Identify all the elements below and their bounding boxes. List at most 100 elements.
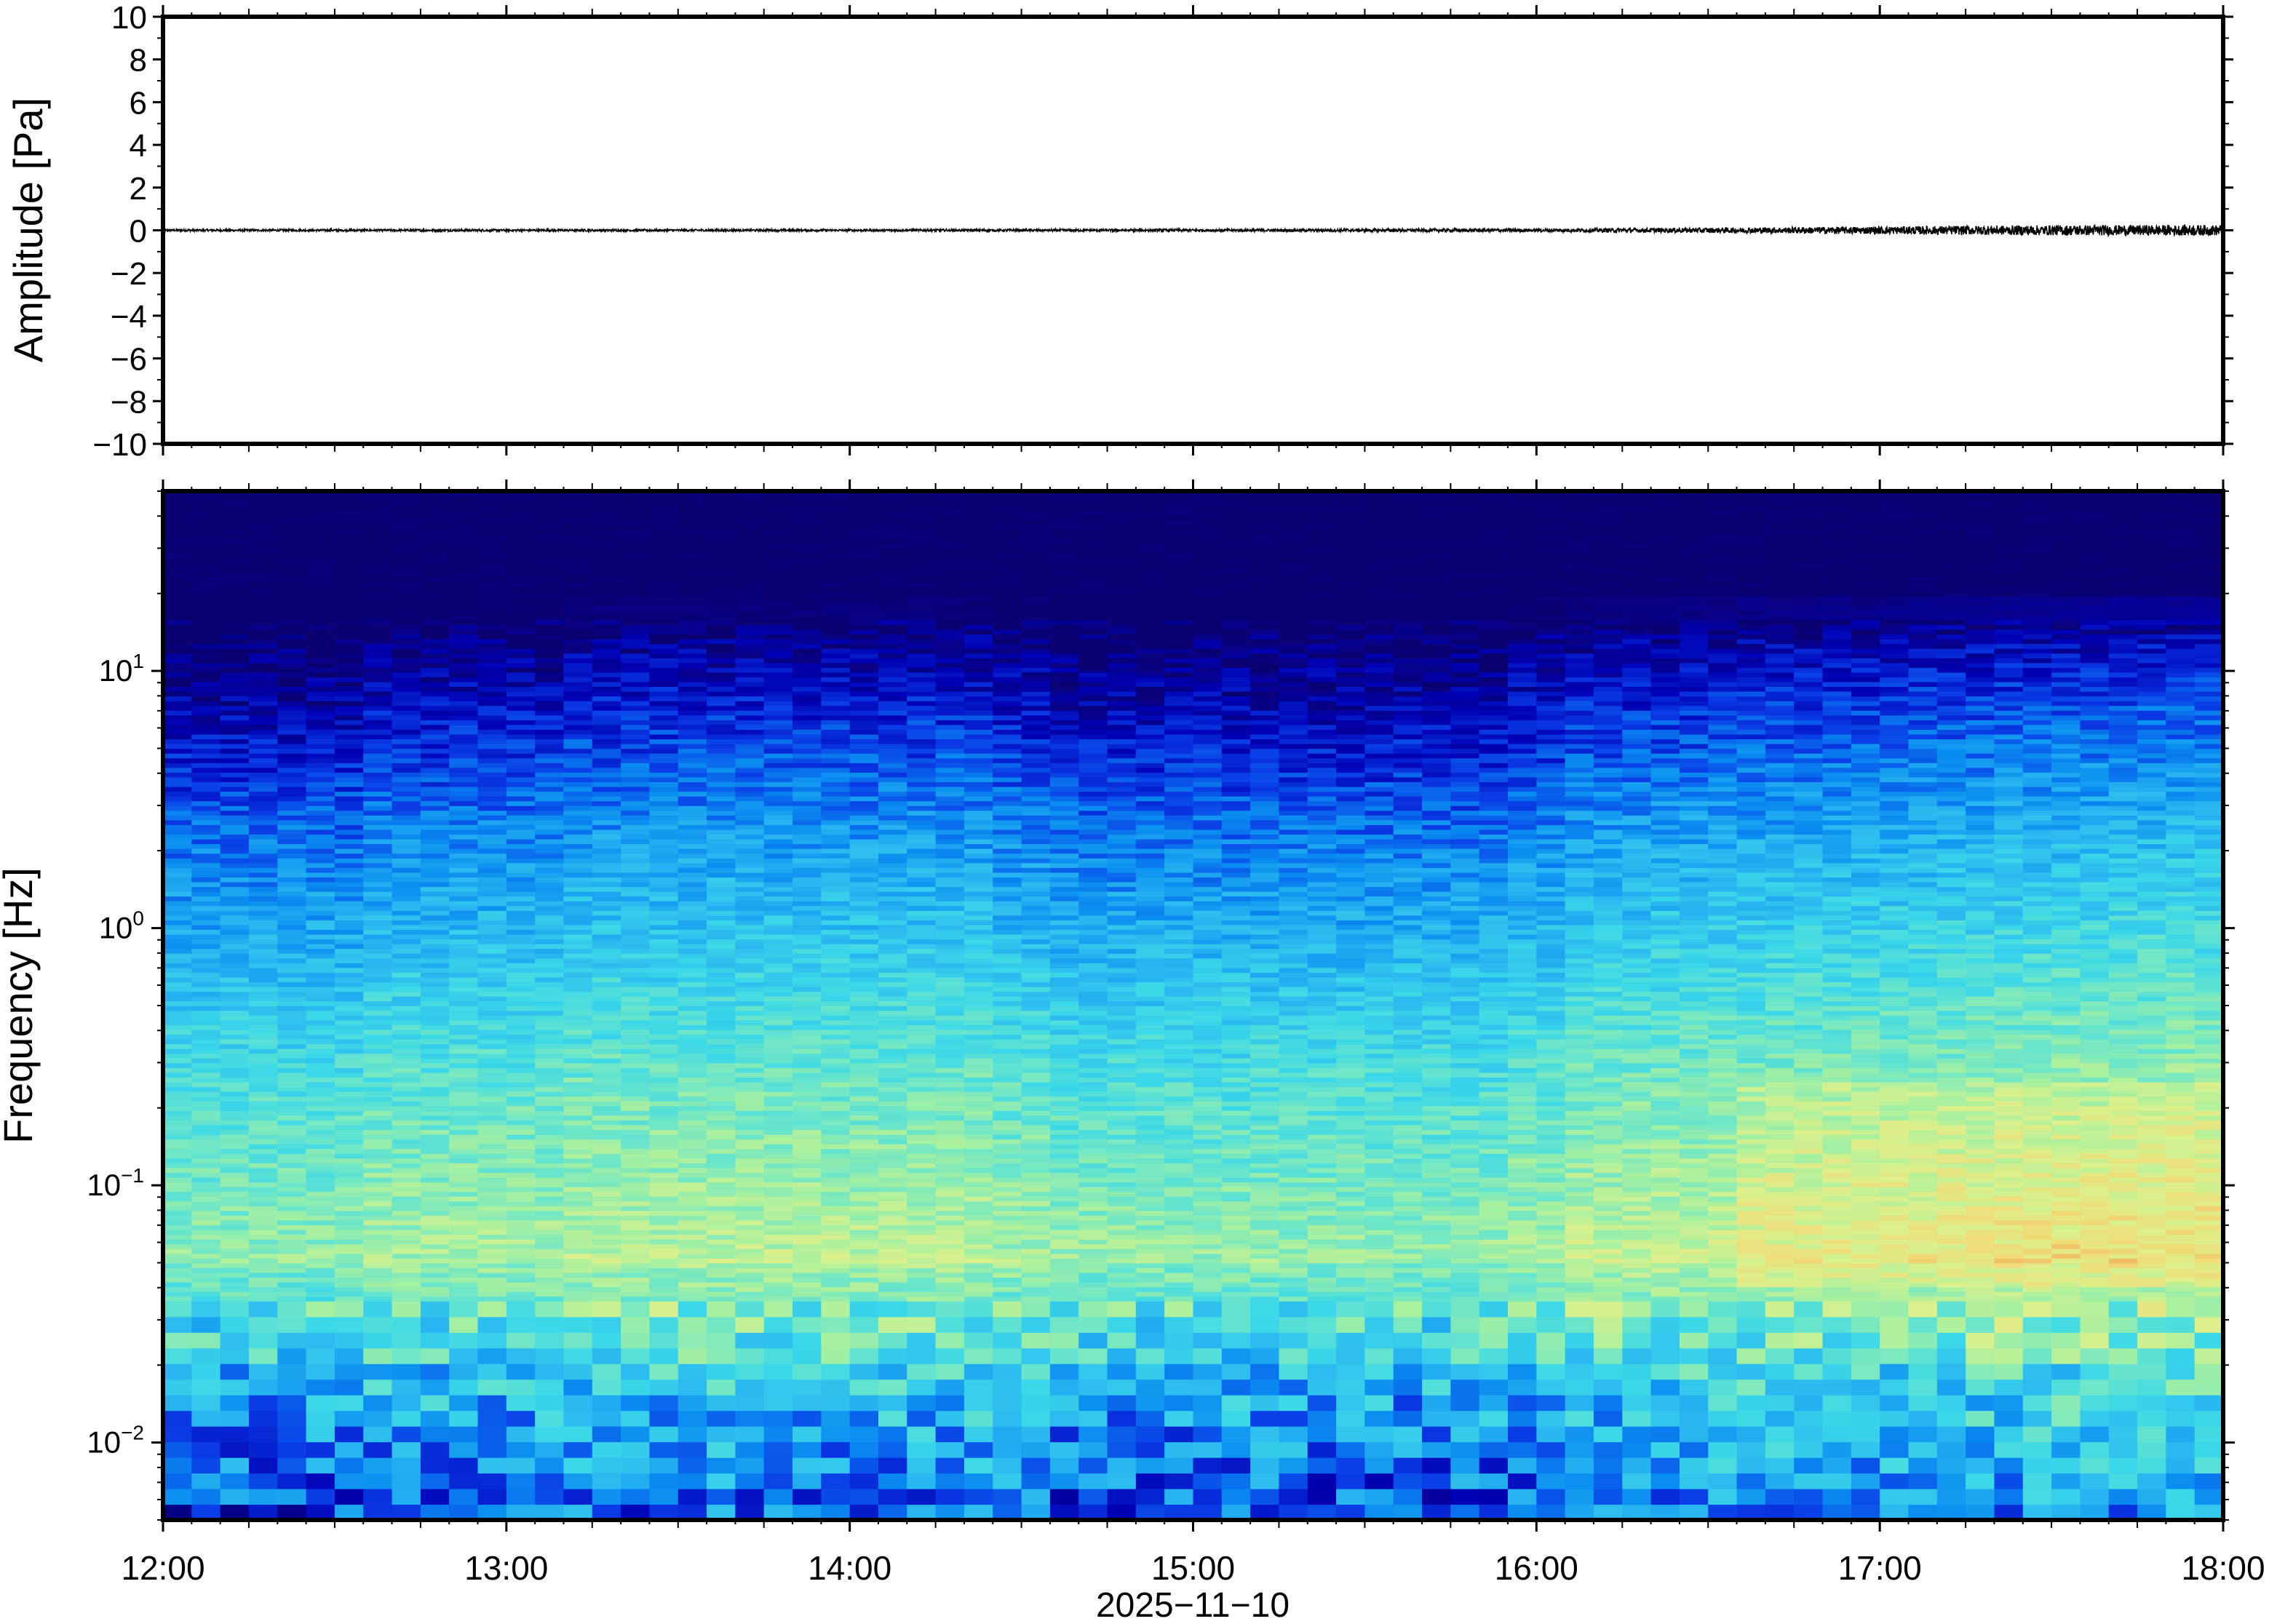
spectrogram-cell xyxy=(821,1134,851,1140)
spectrogram-cell xyxy=(477,991,507,997)
spectrogram-cell xyxy=(392,1253,421,1259)
spectrogram-cell xyxy=(477,1172,507,1178)
spectrogram-cell xyxy=(449,634,479,640)
spectrogram-cell xyxy=(420,1196,450,1202)
spectrogram-cell xyxy=(649,1134,679,1140)
spectrogram-cell xyxy=(677,1395,707,1412)
spectrogram-cell xyxy=(392,886,421,892)
spectrogram-cell xyxy=(363,1134,393,1140)
spectrogram-cell xyxy=(248,772,278,778)
spectrogram-cell xyxy=(306,1163,335,1169)
spectrogram-cell xyxy=(163,1291,192,1297)
spectrogram-cell xyxy=(563,1177,593,1183)
spectrogram-cell xyxy=(821,967,851,973)
spectrogram-cell xyxy=(363,1489,393,1505)
spectrogram-cell xyxy=(878,715,907,720)
spectrogram-cell xyxy=(535,572,565,578)
spectrogram-cell xyxy=(535,1177,565,1183)
spectrogram-cell xyxy=(420,553,450,559)
spectrogram-cell xyxy=(677,1457,707,1474)
spectrogram-cell xyxy=(649,829,679,835)
spectrogram-cell xyxy=(334,1077,364,1083)
spectrogram-cell xyxy=(220,744,250,749)
spectrogram-cell xyxy=(191,1101,221,1107)
spectrogram-cell xyxy=(306,1239,335,1245)
spectrogram-cell xyxy=(191,1296,221,1302)
spectrogram-cell xyxy=(306,1148,335,1154)
spectrogram-cell xyxy=(248,1124,278,1131)
spectrogram-cell xyxy=(420,963,450,968)
spectrogram-cell xyxy=(621,591,651,597)
spectrogram-cell xyxy=(449,744,479,749)
spectrogram-cell xyxy=(334,1158,364,1163)
spectrogram-cell xyxy=(735,576,765,583)
spectrogram-cell xyxy=(792,1029,822,1035)
spectrogram-cell xyxy=(763,953,793,959)
spectrogram-cell xyxy=(191,1086,221,1092)
spectrogram-cell xyxy=(477,701,507,706)
spectrogram-cell xyxy=(477,591,507,597)
spectrogram-cell xyxy=(563,596,593,602)
spectrogram-cell xyxy=(477,896,507,901)
spectrogram-cell xyxy=(792,619,822,625)
spectrogram-cell xyxy=(592,505,621,511)
spectrogram-cell xyxy=(707,1395,736,1412)
spectrogram-cell xyxy=(735,1258,765,1264)
spectrogram-cell xyxy=(363,672,393,677)
spectrogram-cell xyxy=(334,1301,364,1318)
spectrogram-cell xyxy=(477,1124,507,1131)
spectrogram-cell xyxy=(592,867,621,873)
spectrogram-cell xyxy=(363,567,393,573)
spectrogram-cell xyxy=(248,967,278,973)
spectrogram-cell xyxy=(248,1172,278,1178)
spectrogram-cell xyxy=(849,1229,879,1235)
spectrogram-cell xyxy=(792,548,822,554)
spectrogram-cell xyxy=(677,662,707,668)
spectrogram-cell xyxy=(363,781,393,787)
spectrogram-cell xyxy=(220,924,250,931)
spectrogram-cell xyxy=(163,662,192,668)
spectrogram-cell xyxy=(506,872,536,877)
spectrogram-cell xyxy=(363,829,393,835)
spectrogram-cell xyxy=(621,544,651,549)
spectrogram-cell xyxy=(191,1196,221,1202)
spectrogram-cell xyxy=(477,1473,507,1489)
spectrogram-cell xyxy=(677,672,707,677)
spectrogram-cell xyxy=(563,1163,593,1169)
spectrogram-cell xyxy=(392,824,421,830)
spectrogram-cell xyxy=(735,843,765,849)
spectrogram-cell xyxy=(592,1015,621,1021)
spectrogram-cell xyxy=(420,772,450,778)
spectrogram-cell xyxy=(477,891,507,897)
spectrogram-cell xyxy=(334,1163,364,1169)
spectrogram-cell xyxy=(878,553,907,559)
spectrogram-cell xyxy=(707,796,736,802)
spectrogram-cell xyxy=(763,958,793,963)
spectrogram-cell xyxy=(621,1187,651,1193)
spectrogram-cell xyxy=(334,1110,364,1116)
spectrogram-cell xyxy=(535,1029,565,1035)
spectrogram-cell xyxy=(592,724,621,730)
spectrogram-cell xyxy=(392,510,421,516)
spectrogram-cell xyxy=(163,1067,192,1073)
spectrogram-cell xyxy=(363,986,393,992)
spectrogram-cell xyxy=(563,538,593,544)
spectrogram-cell xyxy=(563,501,593,506)
spectrogram-cell xyxy=(821,934,851,940)
spectrogram-cell xyxy=(392,862,421,868)
spectrogram-cell xyxy=(763,1167,793,1173)
spectrogram-cell xyxy=(621,1210,651,1216)
spectrogram-cell xyxy=(220,896,250,901)
spectrogram-cell xyxy=(306,615,335,621)
spectrogram-cell xyxy=(707,615,736,621)
spectrogram-cell xyxy=(334,548,364,554)
spectrogram-cell xyxy=(334,715,364,720)
spectrogram-cell xyxy=(878,615,907,621)
spectrogram-cell xyxy=(792,701,822,706)
spectrogram-cell xyxy=(707,1134,736,1140)
spectrogram-cell xyxy=(506,1067,536,1073)
spectrogram-cell xyxy=(163,972,192,978)
spectrogram-cell xyxy=(677,548,707,554)
spectrogram-cell xyxy=(392,1077,421,1083)
spectrogram-cell xyxy=(277,681,307,688)
